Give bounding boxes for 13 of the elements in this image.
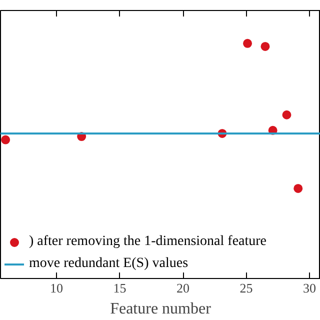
legend-label: ) after removing the 1-dimensional feature: [29, 234, 267, 250]
x-tick-label: 30: [302, 280, 316, 296]
x-tick-label: 20: [176, 280, 190, 296]
legend-label: move redundant E(S) values: [29, 256, 188, 272]
point: [260, 42, 270, 51]
point: [243, 38, 252, 48]
x-tick-label: 10: [50, 280, 64, 296]
x-tick-label: 25: [240, 280, 253, 296]
point: [294, 184, 303, 193]
point: [282, 110, 292, 120]
x-tick-label: 15: [113, 280, 126, 296]
x-axis-title: Feature number: [110, 300, 212, 318]
point: [1, 135, 10, 144]
